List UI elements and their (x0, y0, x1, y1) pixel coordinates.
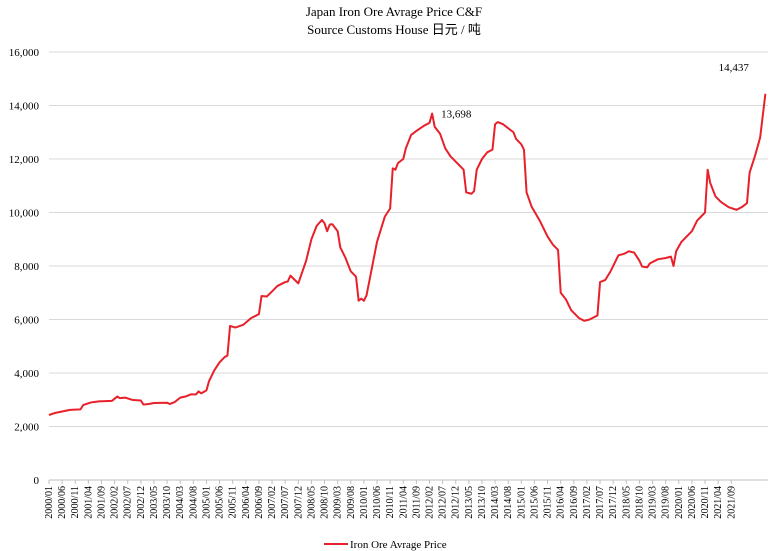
y-tick-label: 8,000 (14, 261, 39, 273)
x-tick-label: 2002/02 (110, 486, 121, 519)
x-tick-label: 2021/04 (713, 486, 724, 519)
chart-subtitle: Source Customs House 日元 / 吨 (307, 22, 481, 37)
x-tick-label: 2011/04 (398, 486, 409, 518)
chart-title: Japan Iron Ore Avrage Price C&F (306, 4, 482, 19)
x-tick-label: 2000/11 (70, 486, 81, 518)
x-tick-label: 2017/07 (595, 486, 606, 519)
x-tick-label: 2006/09 (254, 486, 265, 519)
x-tick-label: 2010/11 (385, 486, 396, 518)
x-tick-label: 2018/10 (634, 486, 645, 519)
x-tick-label: 2003/10 (162, 486, 173, 519)
y-tick-label: 6,000 (14, 315, 39, 327)
y-tick-label: 10,000 (9, 208, 40, 220)
x-tick-label: 2007/07 (280, 486, 291, 519)
x-tick-label: 2004/08 (188, 486, 199, 519)
x-tick-label: 2020/01 (674, 486, 685, 519)
x-axis: 2000/01 2000/06 2000/11 2001/04 2001/09 2002/… (44, 479, 768, 519)
x-tick-label: 2013/05 (464, 486, 475, 519)
x-tick-label: 2007/02 (267, 486, 278, 519)
series-line (48, 93, 767, 416)
x-tick-label: 2011/09 (411, 486, 422, 518)
y-tick-label: 12,000 (9, 154, 40, 166)
x-tick-label: 2021/09 (726, 486, 737, 519)
x-tick-label: 2005/11 (228, 486, 239, 518)
x-tick-label: 2019/08 (661, 486, 672, 519)
x-tick-label: 2005/01 (201, 486, 212, 519)
y-tick-label: 0 (34, 475, 40, 487)
annotations-layer: 13,698 14,437 (441, 62, 749, 121)
legend-label: Iron Ore Avrage Price (350, 539, 447, 551)
series-layer (48, 93, 767, 416)
x-tick-label: 2000/01 (44, 486, 55, 519)
x-tick-label: 2017/12 (608, 486, 619, 519)
x-tick-label: 2016/09 (569, 486, 580, 519)
y-tick-label: 2,000 (14, 422, 39, 434)
x-tick-label: 2010/06 (372, 486, 383, 519)
y-tick-label: 16,000 (9, 47, 40, 59)
x-tick-label: 2014/08 (503, 486, 514, 519)
x-tick-label: 2012/02 (424, 486, 435, 519)
x-tick-label: 2015/01 (516, 486, 527, 519)
x-tick-label: 2019/03 (648, 486, 659, 519)
x-tick-label: 2002/07 (123, 486, 134, 519)
chart-title-block: Japan Iron Ore Avrage Price C&F Source C… (306, 4, 482, 37)
x-tick-label: 2017/02 (582, 486, 593, 519)
x-tick-label: 2018/05 (621, 486, 632, 519)
x-tick-label: 2001/09 (96, 486, 107, 519)
x-tick-label: 2006/04 (241, 486, 252, 519)
x-tick-label: 2008/05 (306, 486, 317, 519)
x-tick-label: 2012/07 (438, 486, 449, 519)
y-axis: 0 2,000 4,000 6,000 8,000 10,000 12,000 14,000 1… (9, 47, 40, 487)
x-tick-label: 2015/06 (529, 486, 540, 519)
x-tick-label: 2003/05 (149, 486, 160, 519)
x-tick-label: 2014/03 (490, 486, 501, 519)
x-tick-label: 2013/10 (477, 486, 488, 519)
legend: Iron Ore Avrage Price (324, 539, 447, 551)
x-tick-label: 2020/06 (687, 486, 698, 519)
x-tick-label: 2020/11 (700, 486, 711, 518)
x-tick-label: 2007/12 (293, 486, 304, 519)
data-label: 14,437 (719, 62, 750, 74)
x-tick-label: 2000/06 (57, 486, 68, 519)
x-tick-label: 2004/03 (175, 486, 186, 519)
data-label: 13,698 (441, 109, 472, 121)
x-tick-label: 2005/06 (215, 486, 226, 519)
x-tick-label: 2012/12 (451, 486, 462, 519)
grid-lines (49, 51, 768, 427)
y-tick-label: 4,000 (14, 368, 39, 380)
x-tick-label: 2002/12 (136, 486, 147, 519)
x-tick-label: 2009/08 (346, 486, 357, 519)
y-tick-label: 14,000 (9, 101, 40, 113)
x-tick-label: 2009/03 (333, 486, 344, 519)
x-tick-label: 2001/04 (83, 486, 94, 519)
x-tick-label: 2008/10 (320, 486, 331, 519)
x-tick-label: 2015/11 (543, 486, 554, 518)
x-tick-label: 2016/04 (556, 486, 567, 519)
x-tick-label: 2010/01 (359, 486, 370, 519)
